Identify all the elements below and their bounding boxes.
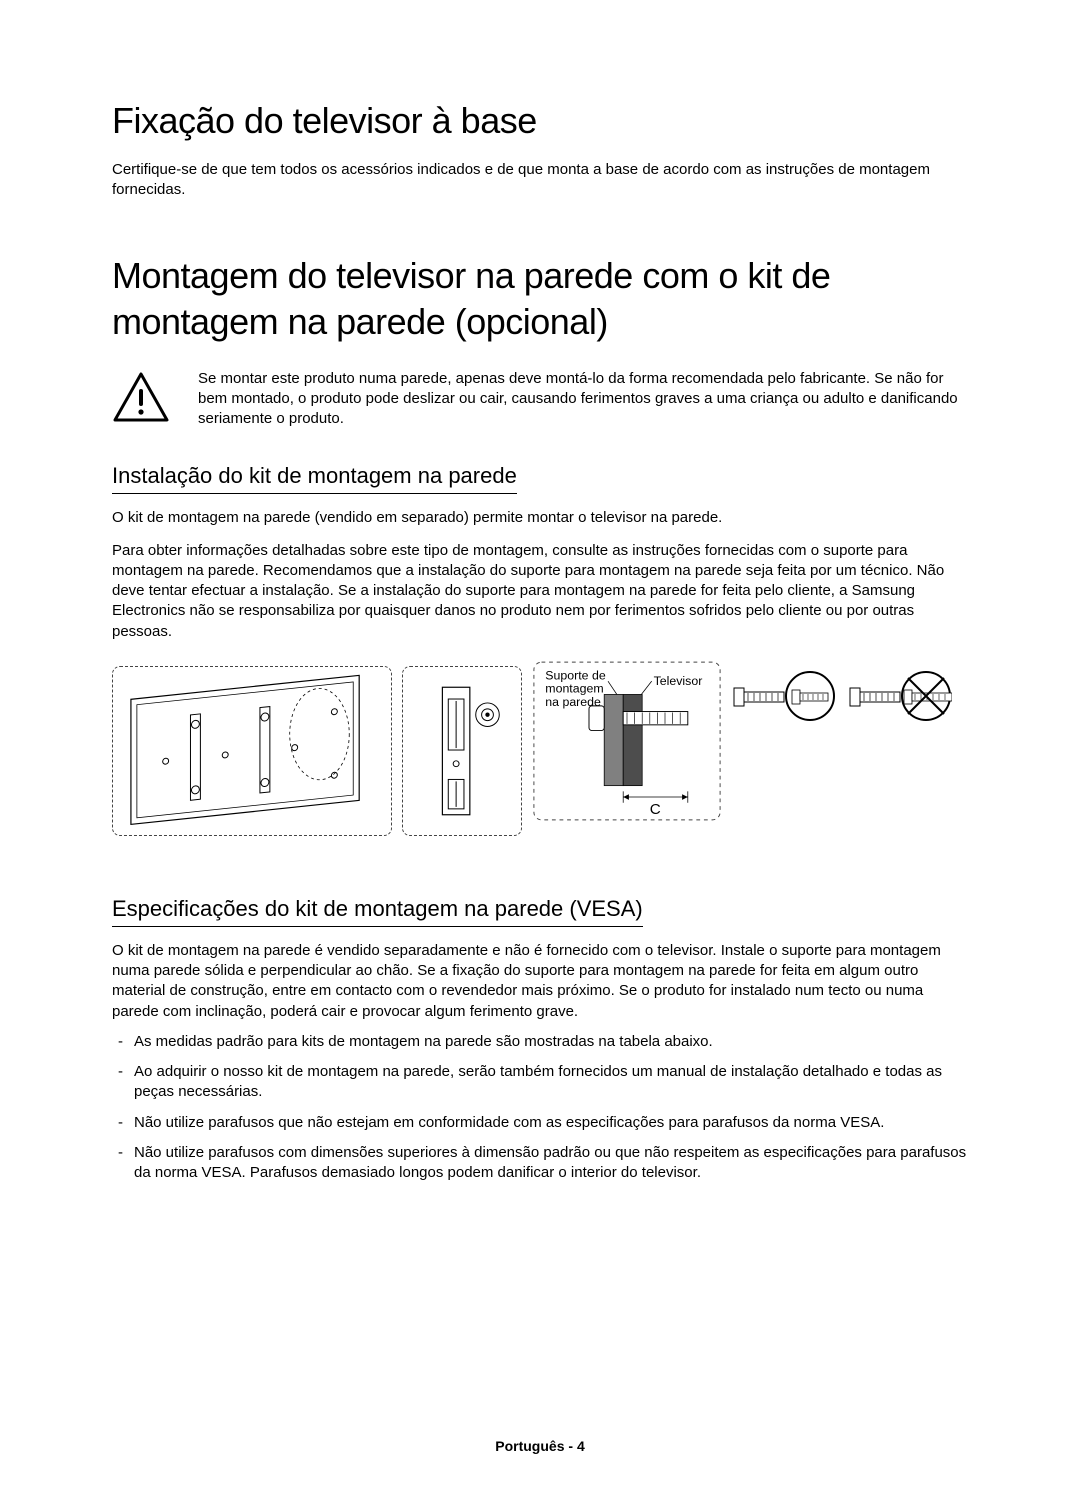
bolt-correct-icon [732,666,836,731]
heading-wallmount: Montagem do televisor na parede com o ki… [112,253,968,345]
vesa-bullets: As medidas padrão para kits de montagem … [112,1032,968,1184]
figure-cross-section-icon: Suporte demontagemna parede Televisor [532,666,722,816]
page: Fixação do televisor à base Certifique-s… [0,0,1080,1494]
vesa-p1: O kit de montagem na parede é vendido se… [112,941,968,1022]
warning-block: Se montar este produto numa parede, apen… [112,369,968,430]
page-footer: Português - 4 [0,1438,1080,1454]
figure-cross-section-wrap: Suporte demontagemna parede Televisor [532,666,722,816]
vesa-bullet: Ao adquirir o nosso kit de montagem na p… [112,1062,968,1103]
subheading-install: Instalação do kit de montagem na parede [112,463,517,494]
figure-row: Suporte demontagemna parede Televisor [112,666,968,836]
footer-page: 4 [577,1438,585,1454]
section-vesa: Especificações do kit de montagem na par… [112,896,968,1184]
figure-tv-rear-icon [112,666,392,836]
heading-stand: Fixação do televisor à base [112,100,968,142]
vesa-bullet: As medidas padrão para kits de montagem … [112,1032,968,1052]
para-stand: Certifique-se de que tem todos os acessó… [112,160,968,201]
warning-text: Se montar este produto numa parede, apen… [198,369,968,430]
footer-sep: - [564,1438,576,1454]
subheading-vesa: Especificações do kit de montagem na par… [112,896,643,927]
install-p2: Para obter informações detalhadas sobre … [112,541,968,642]
section-install: Instalação do kit de montagem na parede … [112,463,968,836]
bolt-incorrect-icon [848,666,952,731]
footer-language: Português [495,1438,564,1454]
label-bracket: Suporte demontagemna parede [545,668,606,709]
vesa-bullet: Não utilize parafusos com dimensões supe… [112,1143,968,1184]
letter-c: C [650,801,661,818]
vesa-bullet: Não utilize parafusos que não estejam em… [112,1113,968,1133]
label-tv: Televisor [654,674,703,688]
figure-bolt-compare [732,666,952,731]
warning-triangle-icon [112,371,176,428]
install-p1: O kit de montagem na parede (vendido em … [112,508,968,528]
figure-bracket-detail-icon [402,666,522,836]
